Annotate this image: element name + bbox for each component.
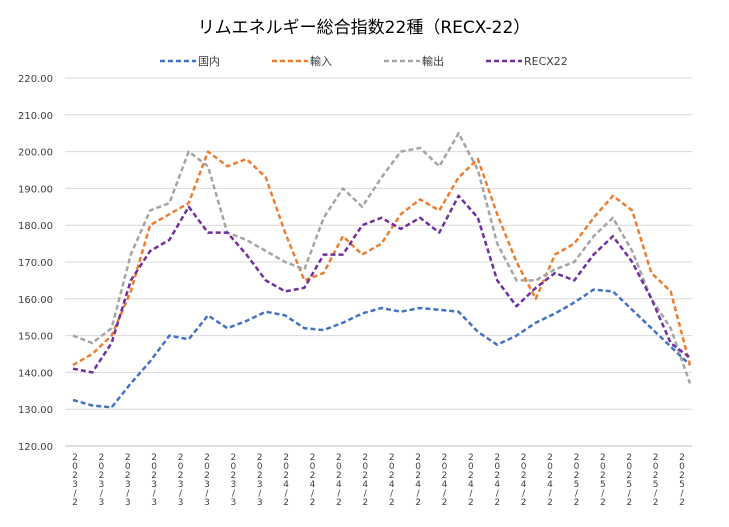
y-tick-label: 160.00 bbox=[18, 295, 53, 306]
x-tick-label: 2 0 2 4/2 bbox=[336, 453, 342, 508]
gridlines bbox=[65, 77, 692, 447]
y-tick-label: 120.00 bbox=[18, 442, 53, 453]
y-tick-label: 150.00 bbox=[18, 332, 53, 343]
x-tick-label: 2 0 2 5/2 bbox=[600, 453, 606, 508]
series-lines bbox=[72, 131, 692, 409]
x-tick-label: 2 0 2 3/2 bbox=[72, 453, 78, 508]
y-tick-label: 140.00 bbox=[18, 368, 53, 379]
series-line-RECX22 bbox=[72, 194, 691, 374]
y-tick-label: 220.00 bbox=[18, 74, 53, 85]
x-tick-label: 2 0 2 4/2 bbox=[389, 453, 395, 508]
x-tick-label: 2 0 2 3/3 bbox=[230, 453, 236, 508]
series-line-輸出 bbox=[72, 131, 692, 384]
legend-label: 輸出 bbox=[422, 54, 444, 68]
x-tick-label: 2 0 2 3/3 bbox=[99, 453, 105, 508]
x-tick-label: 2 0 2 4/2 bbox=[494, 453, 500, 508]
x-tick-label: 2 0 2 4/2 bbox=[362, 453, 368, 508]
x-tick-label: 2 0 2 3/3 bbox=[125, 453, 131, 508]
x-tick-label: 2 0 2 5/2 bbox=[574, 453, 580, 508]
series-line-輸入 bbox=[72, 150, 692, 367]
x-tick-label: 2 0 2 3/3 bbox=[178, 453, 184, 508]
y-tick-label: 200.00 bbox=[18, 148, 53, 159]
x-tick-label: 2 0 2 4/2 bbox=[547, 453, 553, 508]
y-tick-label: 170.00 bbox=[18, 258, 53, 269]
y-tick-label: 180.00 bbox=[18, 221, 53, 232]
axes: 120.00 130.00 140.00 150.00 160.00 170.00 180.… bbox=[18, 74, 692, 508]
x-tick-label: 2 0 2 4/2 bbox=[468, 453, 474, 508]
x-tick-label: 2 0 2 4/2 bbox=[415, 453, 421, 508]
legend: 国内 輸入 輸出 RECX22 bbox=[160, 54, 568, 68]
x-tick-label: 2 0 2 3/3 bbox=[257, 453, 263, 508]
y-tick-label: 190.00 bbox=[18, 184, 53, 195]
x-tick-label: 2 0 2 4/2 bbox=[310, 453, 316, 508]
x-tick-label: 2 0 2 4/2 bbox=[521, 453, 527, 508]
x-tick-label: 2 0 2 5/2 bbox=[653, 453, 659, 508]
y-tick-label: 130.00 bbox=[18, 405, 53, 416]
legend-label: 国内 bbox=[198, 54, 220, 68]
x-tick-label: 2 0 2 5/2 bbox=[626, 453, 632, 508]
x-tick-label: 2 0 2 3/3 bbox=[151, 453, 157, 508]
x-tick-label: 2 0 2 4/2 bbox=[283, 453, 289, 508]
chart-title: リムエネルギー総合指数22種（RECX-22） bbox=[198, 18, 531, 38]
x-tick-label: 2 0 2 4/2 bbox=[442, 453, 448, 508]
x-tick-label: 2 0 2 3/3 bbox=[204, 453, 210, 508]
y-tick-label: 210.00 bbox=[18, 111, 53, 122]
legend-label: RECX22 bbox=[524, 55, 568, 68]
series-line-国内 bbox=[72, 288, 691, 409]
x-tick-label: 2 0 2 5/2 bbox=[679, 453, 685, 508]
legend-label: 輸入 bbox=[310, 54, 332, 68]
